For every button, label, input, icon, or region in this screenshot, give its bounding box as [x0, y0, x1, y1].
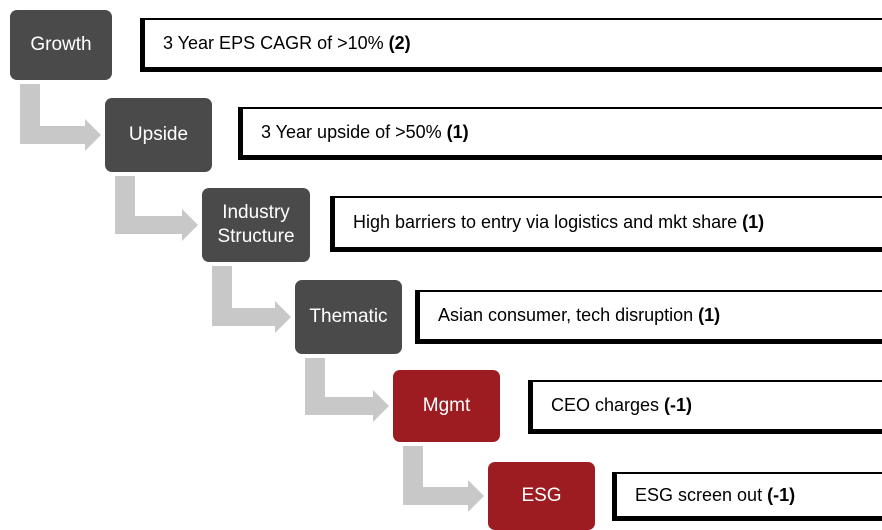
criterion-box: Asian consumer, tech disruption (1): [415, 290, 882, 344]
step-label: Upside: [105, 98, 212, 172]
step-label: Mgmt: [393, 370, 500, 442]
step-label: ESG: [488, 462, 595, 530]
arrow: [305, 358, 389, 422]
arrow: [403, 446, 484, 512]
score: (-1): [664, 395, 693, 415]
criterion-box: CEO charges (-1): [528, 380, 882, 434]
score: (1): [446, 121, 469, 142]
criterion-box: 3 Year EPS CAGR of >10% (2): [140, 18, 882, 72]
criterion-box: 3 Year upside of >50% (1): [238, 107, 882, 160]
criterion-box: ESG screen out (-1): [612, 472, 882, 521]
score: (-1): [767, 484, 796, 505]
score: (1): [698, 305, 721, 325]
criterion: ESG screen out: [635, 484, 763, 505]
criterion: Asian consumer, tech disruption: [438, 305, 694, 325]
criterion: CEO charges: [551, 395, 660, 415]
score: (1): [742, 212, 765, 232]
step-label: Thematic: [295, 280, 402, 354]
arrow: [212, 266, 291, 333]
score: (2): [388, 33, 411, 53]
criterion: 3 Year EPS CAGR of >10%: [163, 33, 384, 53]
criterion-box: High barriers to entry via logistics and…: [330, 196, 882, 252]
step-label: Growth: [10, 10, 112, 80]
arrow: [20, 84, 101, 151]
arrow: [115, 176, 198, 241]
step-label: Industry Structure: [202, 188, 310, 262]
criterion: 3 Year upside of >50%: [261, 121, 442, 142]
criterion: High barriers to entry via logistics and…: [353, 212, 738, 232]
